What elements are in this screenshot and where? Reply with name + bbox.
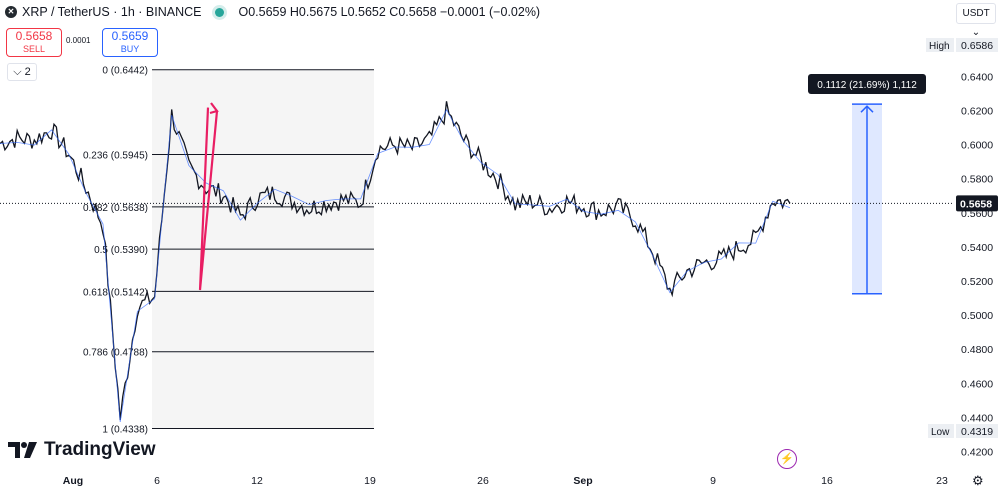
indicators-toggle[interactable]: ⌵ 2 [7, 63, 37, 81]
y-tick-label: 0.4200 [961, 447, 993, 459]
y-tick-label: 0.5400 [961, 242, 993, 254]
currency-label: USDT [962, 8, 990, 19]
current-price-label: 0.5658 [960, 198, 992, 210]
y-tick-label: 0.5000 [961, 310, 993, 322]
price-axis[interactable]: 0.64000.62000.60000.58000.56000.54000.52… [0, 24, 1001, 469]
low-value: 0.4319 [961, 426, 993, 438]
x-tick-label: 19 [364, 475, 376, 487]
fib-level-label: 0.5 (0.5390) [94, 245, 148, 256]
price-axis-bg [952, 24, 1001, 469]
current-price-badge[interactable] [956, 195, 998, 212]
measure-label: 0.1112 (21.69%) 1,112 [817, 80, 917, 91]
y-tick-label: 0.6400 [961, 71, 993, 83]
y-tick-label: 0.5200 [961, 276, 993, 288]
price-series [0, 101, 791, 423]
low-value-badge [956, 424, 998, 438]
gear-icon[interactable]: ⚙ [972, 473, 984, 488]
y-tick-label: 0.4600 [961, 378, 993, 390]
sell-button[interactable]: 0.5658 SELL [6, 28, 62, 57]
fibonacci-retracement[interactable]: 0 (0.6442) 0.236 (0.5945) 0.382 (0.5638) 0.… [83, 66, 374, 436]
chart-header: ✕ XRP / TetherUS · 1h · BINANCE O0.5659 … [0, 0, 950, 24]
bolt-icon[interactable]: ⚡ [777, 449, 797, 469]
fib-level-label: 0.236 (0.5945) [83, 150, 148, 161]
x-tick-label: 23 [936, 475, 948, 487]
high-label: High [929, 41, 950, 52]
chevron-down-icon: ⌄ [971, 27, 981, 38]
x-tick-label: 6 [154, 475, 160, 487]
fib-level-label: 0.786 (0.4788) [83, 348, 148, 359]
fib-level-label: 1 (0.4338) [102, 424, 148, 435]
y-tick-label: 0.6000 [961, 140, 993, 152]
y-tick-label: 0.6200 [961, 106, 993, 118]
time-axis[interactable]: Aug 6 12 19 26 Sep 9 16 23 [63, 475, 948, 487]
price-line [0, 101, 791, 420]
x-tick-label: 16 [821, 475, 833, 487]
y-tick-label: 0.4800 [961, 344, 993, 356]
indicators-count: 2 [24, 66, 31, 78]
x-tick-label: 9 [710, 475, 716, 487]
x-tick-label: Sep [573, 475, 592, 487]
price-range-measure[interactable]: 0.1112 (21.69%) 1,112 [808, 74, 926, 295]
market-open-icon [215, 7, 225, 17]
fib-level-label: 0.618 (0.5142) [83, 287, 148, 298]
price-wick-line [0, 108, 791, 423]
low-badge [928, 424, 954, 438]
x-tick-label: 26 [477, 475, 489, 487]
buy-label: BUY [120, 44, 140, 54]
annotation-arrow[interactable] [198, 102, 219, 291]
sell-label: SELL [22, 44, 46, 54]
tradingview-logo[interactable]: TradingView [8, 438, 156, 462]
high-value-badge [956, 38, 998, 52]
y-tick-label: 0.4400 [961, 412, 993, 424]
currency-select[interactable]: USDT ⌄ [956, 3, 996, 38]
tradingview-logo-icon [8, 442, 37, 458]
y-tick-label: 0.5800 [961, 174, 993, 186]
buy-button[interactable]: 0.5659 BUY [102, 28, 158, 57]
measure-tooltip [808, 74, 926, 94]
buy-price: 0.5659 [111, 29, 149, 43]
symbol-title[interactable]: XRP / TetherUS · 1h · BINANCE [22, 5, 202, 19]
high-value: 0.6586 [961, 40, 993, 52]
fib-level-label: 0.382 (0.5638) [83, 203, 148, 214]
annotation-line[interactable] [198, 107, 219, 291]
high-badge [926, 38, 954, 52]
sell-price: 0.5658 [15, 29, 53, 43]
annotation-arrowhead [209, 102, 219, 115]
chevron-down-icon: ⌵ [13, 66, 22, 78]
brand-name: TradingView [44, 439, 156, 460]
xrp-coin-icon: ✕ [5, 6, 17, 18]
measure-arrowhead [860, 105, 874, 113]
fib-level-label: 0 (0.6442) [102, 66, 148, 77]
x-tick-label: Aug [63, 475, 83, 487]
spread-value: 0.0001 [66, 36, 91, 45]
ohlc-readout: O0.5659 H0.5675 L0.5652 C0.5658 −0.0001 … [238, 5, 541, 19]
x-tick-label: 12 [251, 475, 263, 487]
low-label: Low [931, 427, 950, 438]
